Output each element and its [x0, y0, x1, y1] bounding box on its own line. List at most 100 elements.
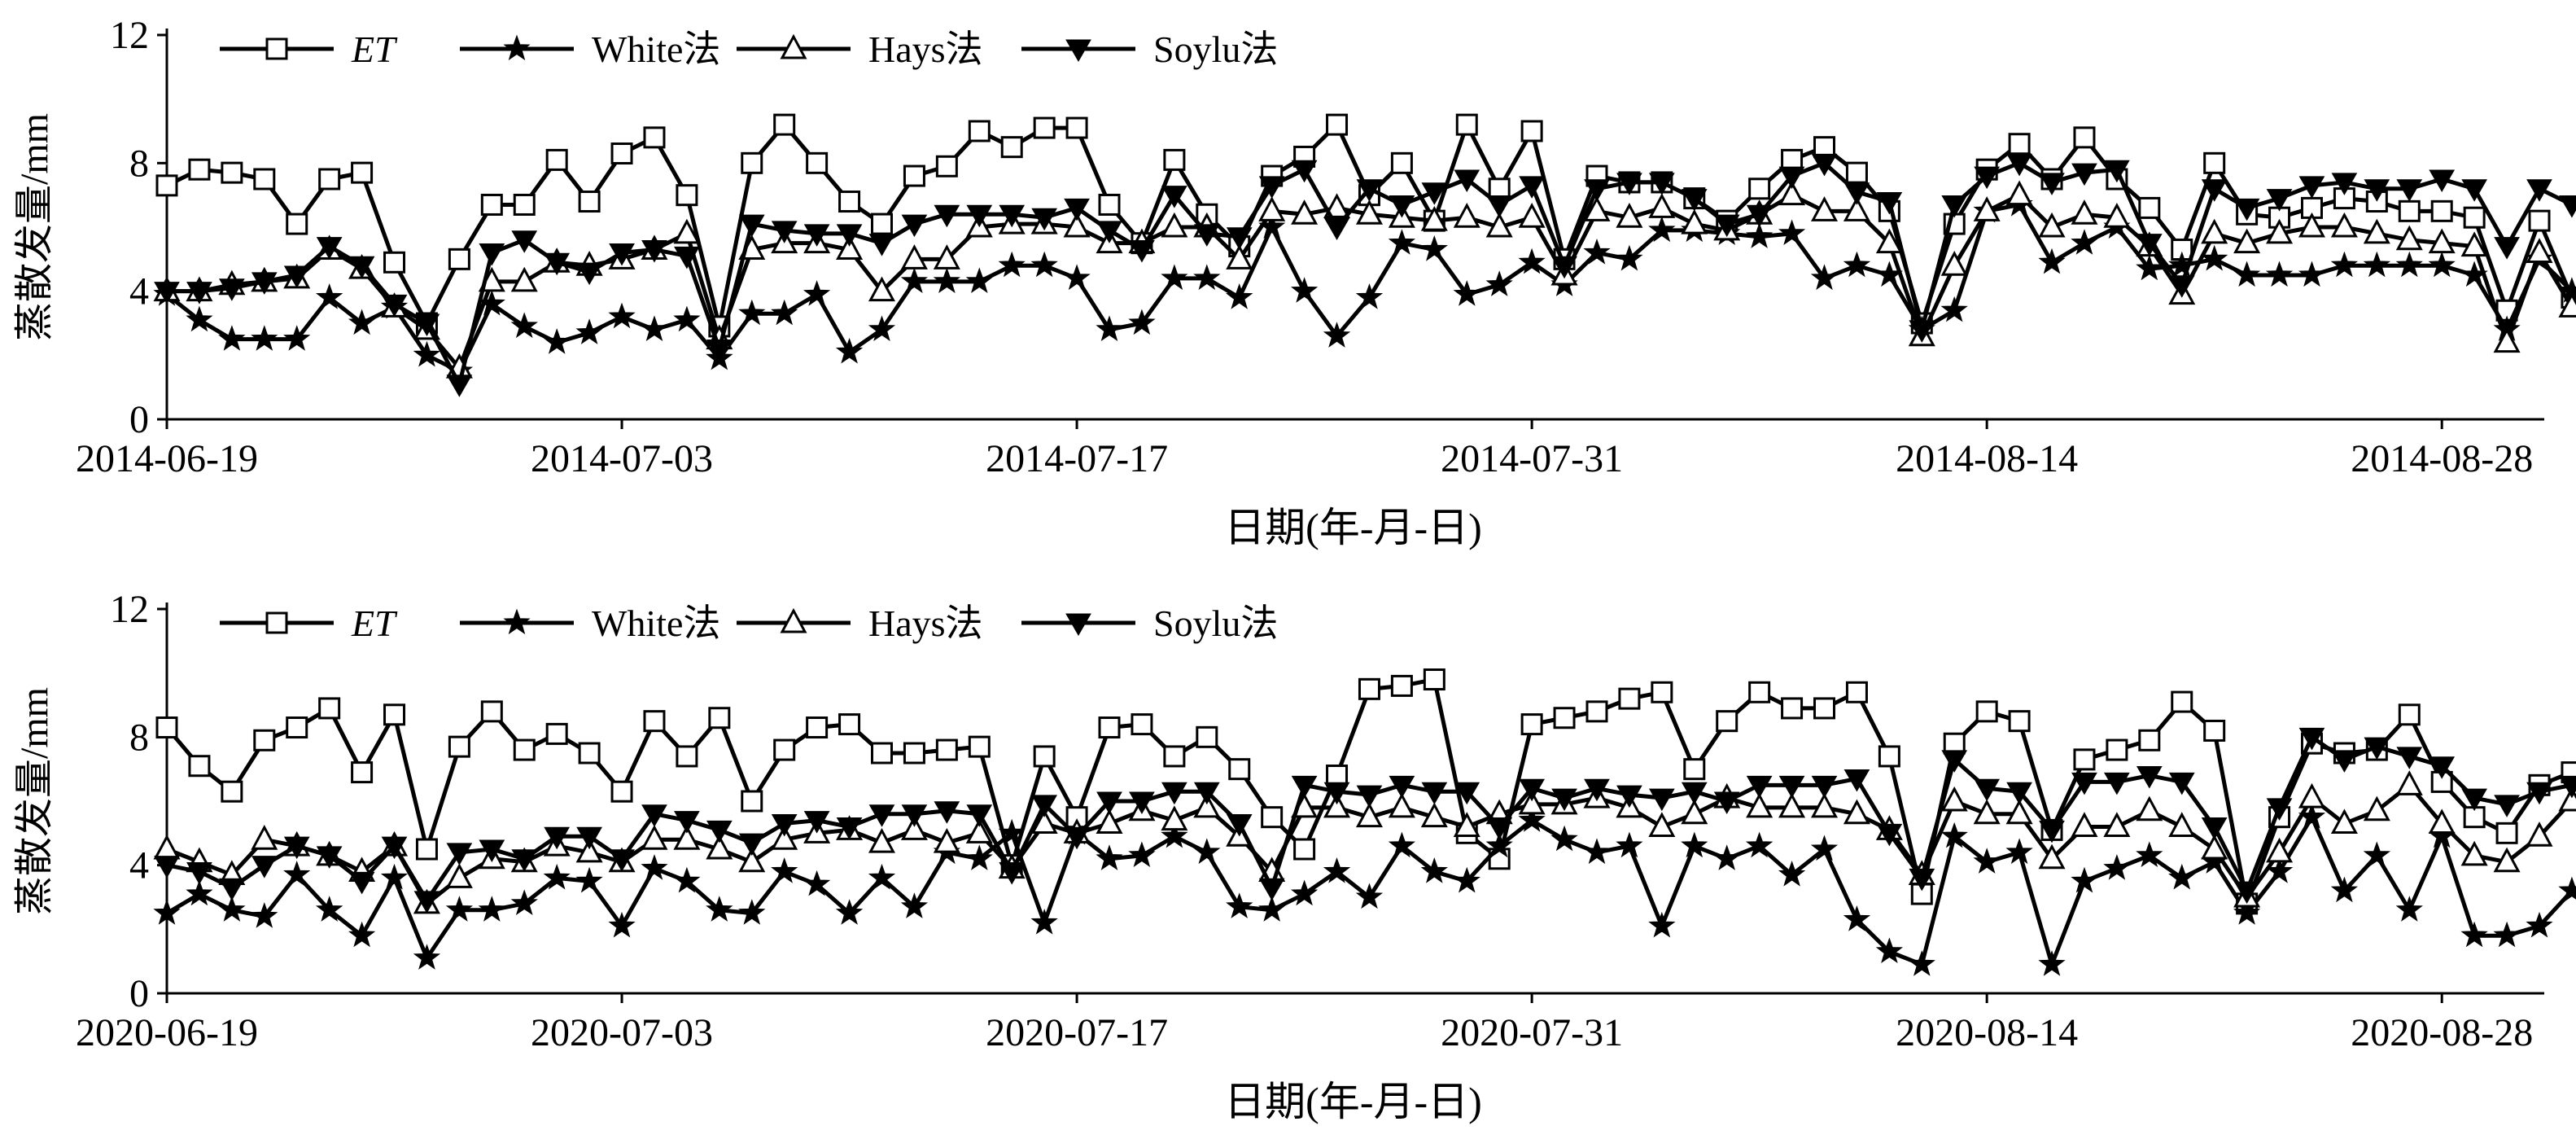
data-point	[870, 742, 893, 765]
data-point	[2463, 206, 2486, 229]
data-point	[479, 243, 505, 266]
data-point	[1128, 841, 1156, 868]
data-point	[641, 240, 667, 263]
data-point	[1485, 212, 1513, 238]
data-point	[1908, 950, 1935, 976]
data-point	[1843, 905, 1871, 931]
x-tick-label: 2020-07-31	[1441, 1011, 1623, 1054]
y-axis-label: 蒸散发量/mm	[13, 113, 56, 341]
data-point	[1875, 937, 1904, 963]
data-point	[153, 899, 181, 925]
data-point	[2526, 179, 2552, 202]
data-point	[153, 834, 181, 860]
data-point	[480, 700, 503, 723]
data-point	[868, 234, 895, 256]
data-point	[479, 839, 505, 863]
data-point	[155, 716, 178, 739]
data-point	[2005, 799, 2033, 825]
data-point	[383, 703, 406, 726]
data-point	[2558, 292, 2576, 318]
data-point	[1941, 195, 1968, 218]
data-point	[1096, 221, 1122, 243]
data-point	[1193, 838, 1221, 865]
data-point	[771, 857, 798, 883]
data-point	[2460, 231, 2488, 257]
data-point	[2330, 212, 2358, 238]
data-point	[1975, 700, 1998, 723]
data-point	[674, 811, 700, 834]
y-tick-label: 0	[129, 398, 149, 441]
data-point	[706, 820, 733, 843]
data-point	[1390, 674, 1413, 697]
data-point	[1875, 228, 1903, 254]
data-point	[2460, 921, 2488, 948]
data-point	[2330, 251, 2359, 278]
data-point	[999, 204, 1026, 228]
x-tick-label: 2020-06-19	[76, 1011, 258, 1054]
data-point	[2559, 775, 2576, 799]
data-point	[1781, 697, 1804, 720]
data-point	[1323, 322, 1351, 348]
data-point	[2071, 866, 2098, 893]
series-triangle-down-filled	[154, 153, 2576, 397]
y-tick-label: 4	[129, 270, 149, 313]
x-tick-label: 2020-07-03	[531, 1011, 713, 1054]
data-point	[1551, 256, 1577, 279]
data-point	[1973, 196, 2001, 221]
data-point	[2233, 261, 2261, 287]
data-point	[2038, 950, 2066, 976]
data-point	[741, 151, 763, 174]
data-point	[2136, 234, 2163, 256]
data-point	[2528, 209, 2551, 232]
data-point	[2331, 750, 2358, 773]
data-point	[1778, 166, 1805, 190]
data-point	[836, 817, 863, 840]
data-point	[1518, 203, 1546, 228]
data-point	[706, 834, 733, 860]
data-point	[1550, 825, 1578, 852]
data-point	[674, 246, 700, 269]
data-point	[1258, 878, 1285, 901]
data-point	[1389, 195, 1415, 218]
data-point	[2038, 248, 2066, 274]
data-point	[2266, 189, 2293, 212]
x-tick-label: 2014-08-14	[1896, 437, 2078, 480]
data-point	[1618, 687, 1641, 710]
legend-label: Soylu法	[1153, 28, 1278, 70]
data-point	[1161, 822, 1188, 848]
data-point	[1389, 775, 1415, 799]
data-point	[643, 126, 666, 149]
data-point	[1161, 264, 1188, 291]
data-point	[1974, 778, 2001, 802]
data-point	[1326, 113, 1349, 136]
data-point	[738, 833, 765, 857]
data-point	[1226, 283, 1253, 309]
data-point	[1713, 844, 1741, 870]
data-point	[2138, 729, 2161, 751]
x-tick-label: 2014-08-28	[2351, 437, 2533, 480]
data-point	[1420, 205, 1448, 231]
data-point	[609, 243, 635, 266]
data-point	[445, 863, 473, 888]
data-point	[2171, 690, 2193, 713]
data-point	[283, 265, 310, 289]
data-point	[446, 843, 473, 865]
data-point	[673, 305, 701, 332]
data-point	[510, 266, 538, 292]
data-point	[1420, 857, 1448, 883]
data-point	[1131, 713, 1153, 736]
data-point	[1519, 176, 1545, 199]
data-point	[221, 161, 243, 184]
data-point	[1258, 176, 1285, 199]
data-point	[315, 283, 343, 309]
data-point	[221, 780, 243, 803]
data-point	[1584, 778, 1610, 802]
legend: ET White法 Hays法 Soylu法	[220, 28, 1278, 70]
data-point	[251, 825, 278, 850]
data-point	[318, 168, 341, 191]
data-point	[1616, 203, 1643, 228]
y-axis-label: 蒸散发量/mm	[13, 687, 56, 915]
data-point	[2038, 212, 2066, 238]
data-point	[1940, 251, 1968, 276]
data-point	[1323, 217, 1350, 241]
